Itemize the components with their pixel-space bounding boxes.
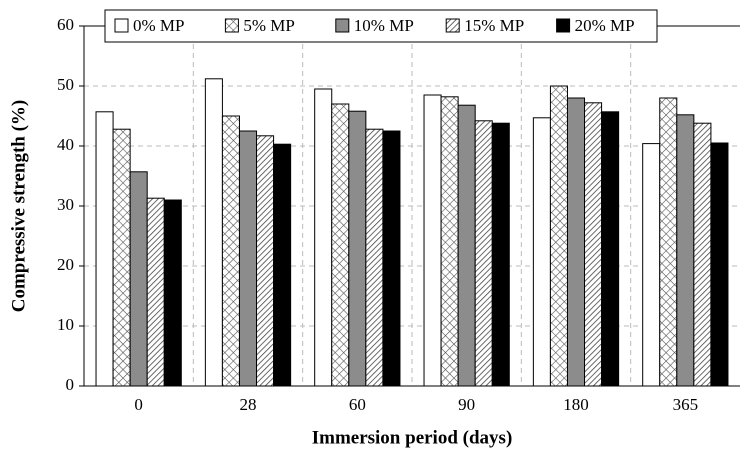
bar — [163, 199, 182, 387]
y-tick-label: 20 — [57, 255, 74, 274]
legend-label: 0% MP — [133, 16, 184, 35]
bar — [601, 111, 620, 387]
bar — [365, 128, 384, 387]
bar — [457, 104, 476, 387]
bar — [348, 110, 367, 387]
bar — [584, 102, 603, 387]
legend-label: 15% MP — [464, 16, 524, 35]
legend-swatch — [114, 18, 129, 33]
x-tick-label: 180 — [563, 395, 589, 414]
y-tick-label: 10 — [57, 315, 74, 334]
legend-swatch — [556, 18, 571, 33]
bar — [273, 143, 292, 387]
legend-label: 10% MP — [354, 16, 414, 35]
bar — [204, 78, 223, 387]
x-tick-label: 0 — [134, 395, 143, 414]
x-tick-label: 90 — [458, 395, 475, 414]
y-tick-label: 30 — [57, 195, 74, 214]
y-tick-label: 50 — [57, 75, 74, 94]
bar — [221, 115, 240, 387]
bar — [331, 103, 350, 387]
y-tick-label: 60 — [57, 15, 74, 34]
y-tick-label: 40 — [57, 135, 74, 154]
bar — [491, 122, 510, 387]
bar — [314, 88, 333, 387]
y-axis-title: Compressive strength (%) — [8, 100, 29, 313]
legend-swatch — [445, 18, 460, 33]
legend-label: 5% MP — [243, 16, 294, 35]
bar — [474, 120, 493, 387]
legend-swatch — [224, 18, 239, 33]
bar — [642, 143, 661, 387]
bar — [710, 142, 729, 387]
y-tick-label: 0 — [66, 375, 75, 394]
legend-label: 20% MP — [575, 16, 635, 35]
bar — [95, 111, 114, 387]
bar — [549, 85, 568, 387]
legend-swatch — [335, 18, 350, 33]
x-tick-label: 60 — [349, 395, 366, 414]
bar — [423, 94, 442, 387]
bar — [146, 197, 165, 387]
bar — [112, 128, 131, 387]
bar — [532, 117, 551, 387]
x-axis-title: Immersion period (days) — [312, 427, 513, 448]
bar — [676, 114, 695, 387]
x-tick-label: 365 — [673, 395, 699, 414]
bar — [238, 130, 258, 387]
bar — [659, 97, 678, 387]
x-tick-label: 28 — [240, 395, 257, 414]
bar — [693, 122, 712, 387]
bar — [440, 96, 459, 387]
bar — [256, 135, 275, 387]
bar — [566, 97, 586, 387]
bar — [382, 130, 401, 387]
bar — [129, 171, 148, 387]
